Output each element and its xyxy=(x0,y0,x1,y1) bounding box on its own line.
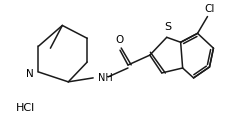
Text: S: S xyxy=(164,22,171,32)
Text: N: N xyxy=(26,69,33,79)
Text: HCl: HCl xyxy=(16,103,35,113)
Text: Cl: Cl xyxy=(204,4,215,14)
Text: O: O xyxy=(115,35,123,45)
Text: NH: NH xyxy=(98,73,113,83)
